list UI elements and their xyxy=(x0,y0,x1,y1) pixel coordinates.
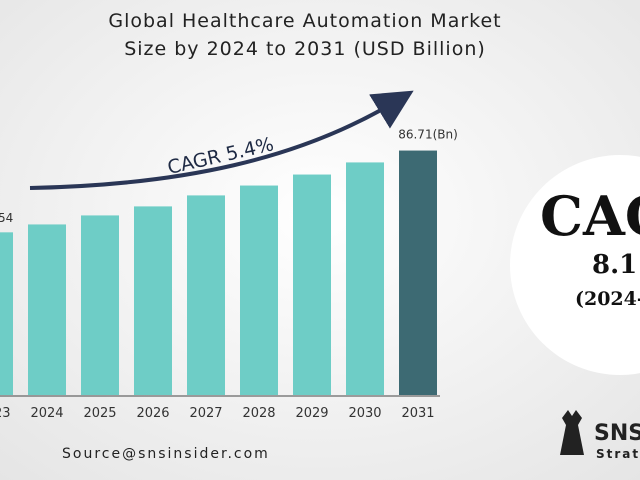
x-tick-label: 2024 xyxy=(30,406,63,421)
logo-text: SNS xyxy=(594,421,640,446)
source: Source@snsinsider.com xyxy=(62,446,270,462)
trend-arrow xyxy=(29,90,414,190)
bar xyxy=(187,195,225,395)
x-tick-label: 2031 xyxy=(401,406,434,421)
chart-title: Global Healthcare Automation Market xyxy=(108,10,501,32)
bar xyxy=(81,215,119,395)
x-tick-label: 2027 xyxy=(189,406,222,421)
x-tick-label: 2030 xyxy=(348,406,381,421)
bar xyxy=(399,150,437,395)
bar xyxy=(293,174,331,395)
badge-circle xyxy=(510,155,640,375)
x-tick-label: 2028 xyxy=(242,406,275,421)
x-tick-label: 2023 xyxy=(0,406,11,421)
value-label: 86.71(Bn) xyxy=(398,128,458,142)
logo-icon xyxy=(560,410,584,455)
badge-period: (2024- xyxy=(575,288,640,310)
badge-title: CAG xyxy=(540,184,640,248)
bar xyxy=(346,162,384,395)
logo-subtext: Strat xyxy=(596,447,640,461)
x-tick-label: 2026 xyxy=(136,406,169,421)
bar xyxy=(28,224,66,395)
x-tick-label: 2029 xyxy=(295,406,328,421)
bar xyxy=(0,232,13,395)
x-tick-label: 2025 xyxy=(83,406,116,421)
partial-value-label: 54 xyxy=(0,211,13,225)
bar xyxy=(240,185,278,395)
chart-title: Size by 2024 to 2031 (USD Billion) xyxy=(124,38,486,60)
badge-value: 8.1 xyxy=(592,250,637,280)
logo: SNS Strat xyxy=(560,410,640,461)
bar xyxy=(134,206,172,395)
